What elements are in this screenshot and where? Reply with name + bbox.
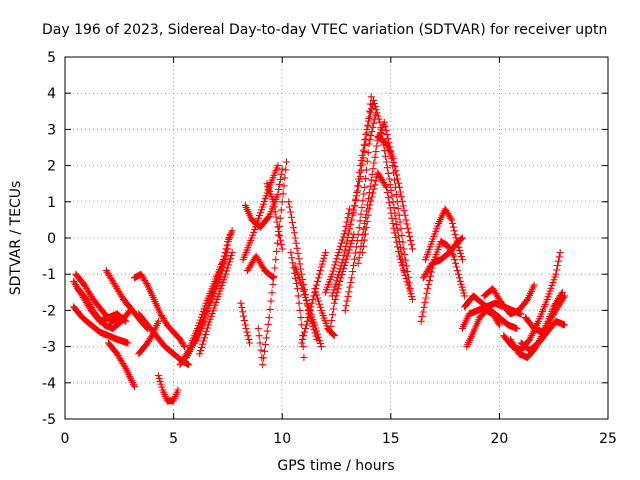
data-point-markers xyxy=(183,245,232,361)
grid-lines xyxy=(65,57,608,419)
data-series-trace-05 xyxy=(102,267,151,332)
data-point-markers xyxy=(263,180,286,253)
data-point-markers xyxy=(287,249,308,361)
data-series-trace-16 xyxy=(239,162,282,264)
data-series-trace-41 xyxy=(500,249,564,354)
data-point-markers xyxy=(135,310,193,369)
data-series-trace-06 xyxy=(104,339,138,390)
data-point-markers xyxy=(135,317,162,358)
data-point-markers xyxy=(285,198,321,343)
data-series-trace-18 xyxy=(243,252,277,282)
data-series-trace-40 xyxy=(480,281,538,318)
y-tick-label: -4 xyxy=(42,376,56,392)
data-series-trace-33 xyxy=(374,133,416,253)
x-tick-label: 15 xyxy=(382,431,400,447)
y-tick-label: -3 xyxy=(42,340,56,356)
y-tick-label: 1 xyxy=(47,195,56,211)
data-point-markers xyxy=(74,285,134,332)
plot-frame xyxy=(64,56,609,420)
chart-title: Day 196 of 2023, Sidereal Day-to-day VTE… xyxy=(42,22,607,38)
data-series-trace-09 xyxy=(135,317,162,358)
data-series-trace-07 xyxy=(131,270,188,351)
data-point-markers xyxy=(191,227,236,347)
data-series-trace-03 xyxy=(70,303,132,347)
data-point-markers xyxy=(243,252,277,282)
data-point-markers xyxy=(419,234,466,282)
data-series-trace-15 xyxy=(237,299,254,347)
data-point-markers xyxy=(131,270,188,351)
data-series-trace-13 xyxy=(191,227,236,347)
x-tick-label: 5 xyxy=(169,431,178,447)
data-point-markers xyxy=(237,299,254,347)
data-series-trace-12 xyxy=(183,245,232,361)
data-series-trace-02 xyxy=(72,270,125,325)
data-series-trace-39 xyxy=(463,306,503,351)
data-series-trace-10 xyxy=(154,372,182,405)
data-series-trace-08 xyxy=(135,310,193,369)
data-point-markers xyxy=(500,249,564,354)
y-tick-label: -2 xyxy=(42,303,56,319)
x-tick-label: 25 xyxy=(599,431,617,447)
data-series-trace-44 xyxy=(522,292,569,336)
data-points xyxy=(70,93,569,405)
y-tick-label: 4 xyxy=(47,86,56,102)
y-tick-label: 2 xyxy=(47,159,56,175)
data-series-trace-21 xyxy=(285,198,321,343)
y-tick-label: -1 xyxy=(42,267,56,283)
y-tick-label: 0 xyxy=(47,231,56,247)
data-point-markers xyxy=(517,317,569,354)
data-point-markers xyxy=(254,158,290,369)
data-series-trace-36 xyxy=(419,234,466,282)
data-point-markers xyxy=(480,281,538,318)
data-series-trace-19 xyxy=(254,158,290,369)
data-series-trace-14 xyxy=(196,249,236,358)
y-axis-label: SDTVAR / TECUs xyxy=(8,181,24,296)
x-tick-label: 20 xyxy=(490,431,508,447)
data-point-markers xyxy=(522,292,569,336)
data-point-markers xyxy=(341,111,380,314)
y-tick-label: 3 xyxy=(47,122,56,138)
data-series-trace-43 xyxy=(517,317,569,354)
data-series-trace-04 xyxy=(74,285,134,332)
data-series-trace-35 xyxy=(422,205,466,264)
axis-ticks: 0 5 10 15 20 25 -5 -4 -3 -2 -1 0 1 2 3 4 5 xyxy=(42,50,617,447)
data-series-trace-26 xyxy=(322,205,353,296)
data-series-trace-20 xyxy=(263,180,286,253)
y-tick-label: 5 xyxy=(47,50,56,66)
x-tick-label: 0 xyxy=(61,431,70,447)
x-axis-label: GPS time / hours xyxy=(277,458,394,474)
data-point-markers xyxy=(374,133,416,253)
data-point-markers xyxy=(322,205,353,296)
data-series-trace-22 xyxy=(287,249,308,361)
data-point-markers xyxy=(104,339,138,390)
data-point-markers xyxy=(463,306,503,351)
data-point-markers xyxy=(239,162,282,264)
data-point-markers xyxy=(102,267,151,332)
data-series-trace-29 xyxy=(341,111,380,314)
x-tick-label: 10 xyxy=(273,431,291,447)
y-tick-label: -5 xyxy=(42,412,56,428)
data-point-markers xyxy=(359,169,416,303)
data-point-markers xyxy=(196,249,236,358)
data-series-trace-32 xyxy=(359,169,416,303)
data-point-markers xyxy=(154,372,182,405)
data-point-markers xyxy=(70,303,132,347)
data-point-markers xyxy=(422,205,466,264)
data-point-markers xyxy=(72,270,125,325)
